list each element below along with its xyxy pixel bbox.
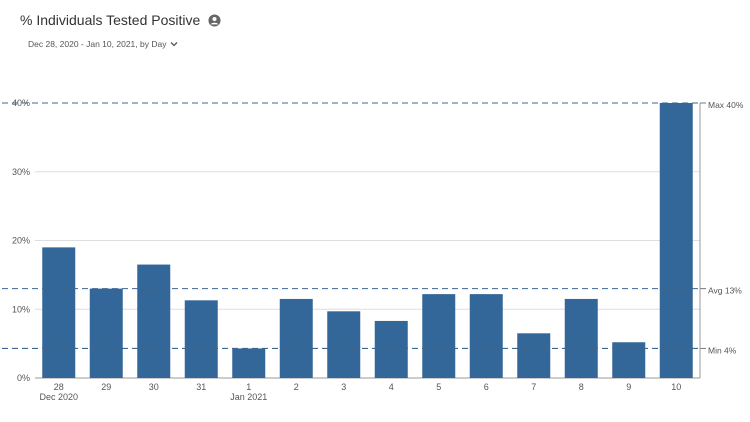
bar (279, 298, 313, 378)
bar (659, 103, 693, 378)
bar (327, 311, 361, 378)
bar (422, 294, 456, 378)
bar (517, 333, 551, 378)
x-tick-label: 8 (579, 382, 584, 392)
y-tick-label: 30% (12, 167, 30, 177)
user-circle-icon[interactable] (208, 13, 221, 27)
bar (564, 298, 598, 378)
reference-label: Avg 13% (708, 286, 742, 296)
reference-label: Min 4% (708, 345, 737, 355)
reference-label: Max 40% (708, 100, 744, 110)
bar (137, 264, 171, 378)
x-tick-label: 30 (149, 382, 159, 392)
bar (232, 348, 266, 378)
y-tick-label: 10% (12, 304, 30, 314)
x-tick-label: 7 (531, 382, 536, 392)
x-month-label: Jan 2021 (230, 392, 267, 402)
bar (184, 300, 218, 378)
y-tick-label: 0% (17, 373, 30, 383)
chart-title-text: % Individuals Tested Positive (20, 12, 201, 28)
x-month-label: Dec 2020 (39, 392, 78, 402)
x-tick-label: 6 (484, 382, 489, 392)
bar (89, 288, 123, 378)
bar (42, 247, 76, 378)
x-tick-label: 10 (671, 382, 681, 392)
x-tick-label: 9 (626, 382, 631, 392)
y-tick-label: 40% (12, 98, 30, 108)
date-range-label: Dec 28, 2020 - Jan 10, 2021, by Day (28, 39, 167, 49)
bar (612, 342, 646, 378)
bar (469, 294, 503, 378)
x-tick-label: 31 (196, 382, 206, 392)
bar (374, 320, 408, 378)
date-range-selector[interactable]: Dec 28, 2020 - Jan 10, 2021, by Day (28, 39, 178, 49)
x-tick-label: 29 (101, 382, 111, 392)
x-tick-label: 5 (436, 382, 441, 392)
chevron-down-icon (170, 42, 178, 47)
x-tick-label: 4 (389, 382, 394, 392)
x-tick-label: 28 (54, 382, 64, 392)
y-tick-label: 20% (12, 236, 30, 246)
x-tick-label: 2 (294, 382, 299, 392)
x-tick-label: 1 (246, 382, 251, 392)
chart-title: % Individuals Tested Positive (20, 12, 221, 28)
x-tick-label: 3 (341, 382, 346, 392)
